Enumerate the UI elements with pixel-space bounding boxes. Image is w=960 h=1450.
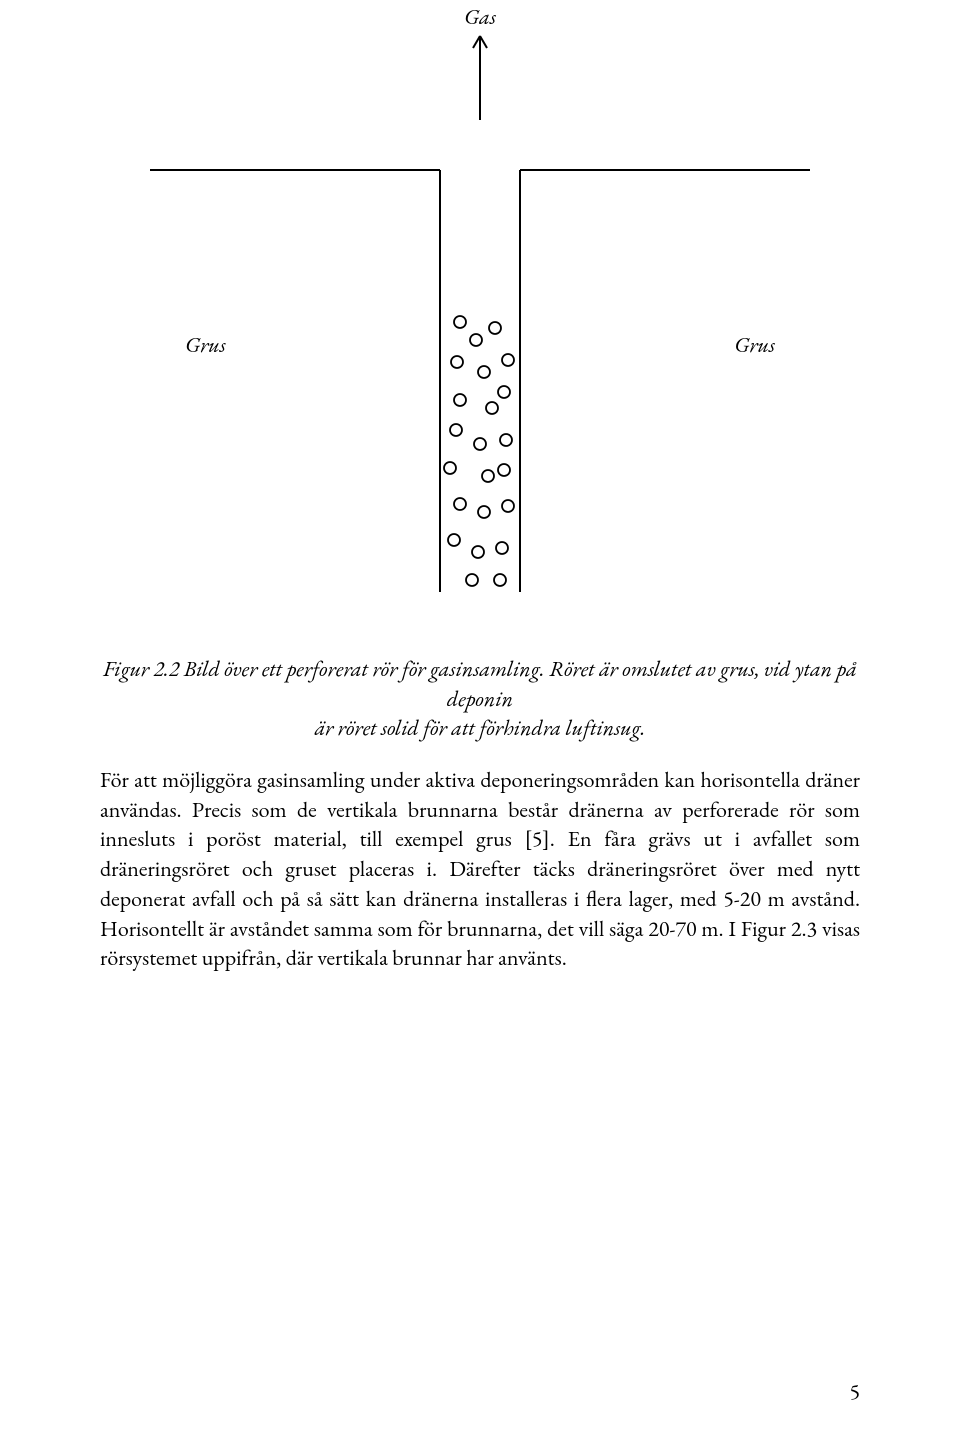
grus-right-label: Grus xyxy=(734,330,775,359)
gas-label: Gas xyxy=(464,2,496,31)
caption-line2: är röret solid för att förhindra luftins… xyxy=(100,713,860,743)
pipe-diagram xyxy=(100,0,860,620)
grus-left-label: Grus xyxy=(185,330,226,359)
caption-line1: Figur 2.2 Bild över ett perforerat rör f… xyxy=(103,654,857,713)
figure-container: Gas Grus Grus xyxy=(100,0,860,640)
page-number: 5 xyxy=(849,1377,860,1406)
body-paragraph: För att möjliggöra gasinsamling under ak… xyxy=(100,765,860,973)
figure-caption: Figur 2.2 Bild över ett perforerat rör f… xyxy=(100,654,860,743)
